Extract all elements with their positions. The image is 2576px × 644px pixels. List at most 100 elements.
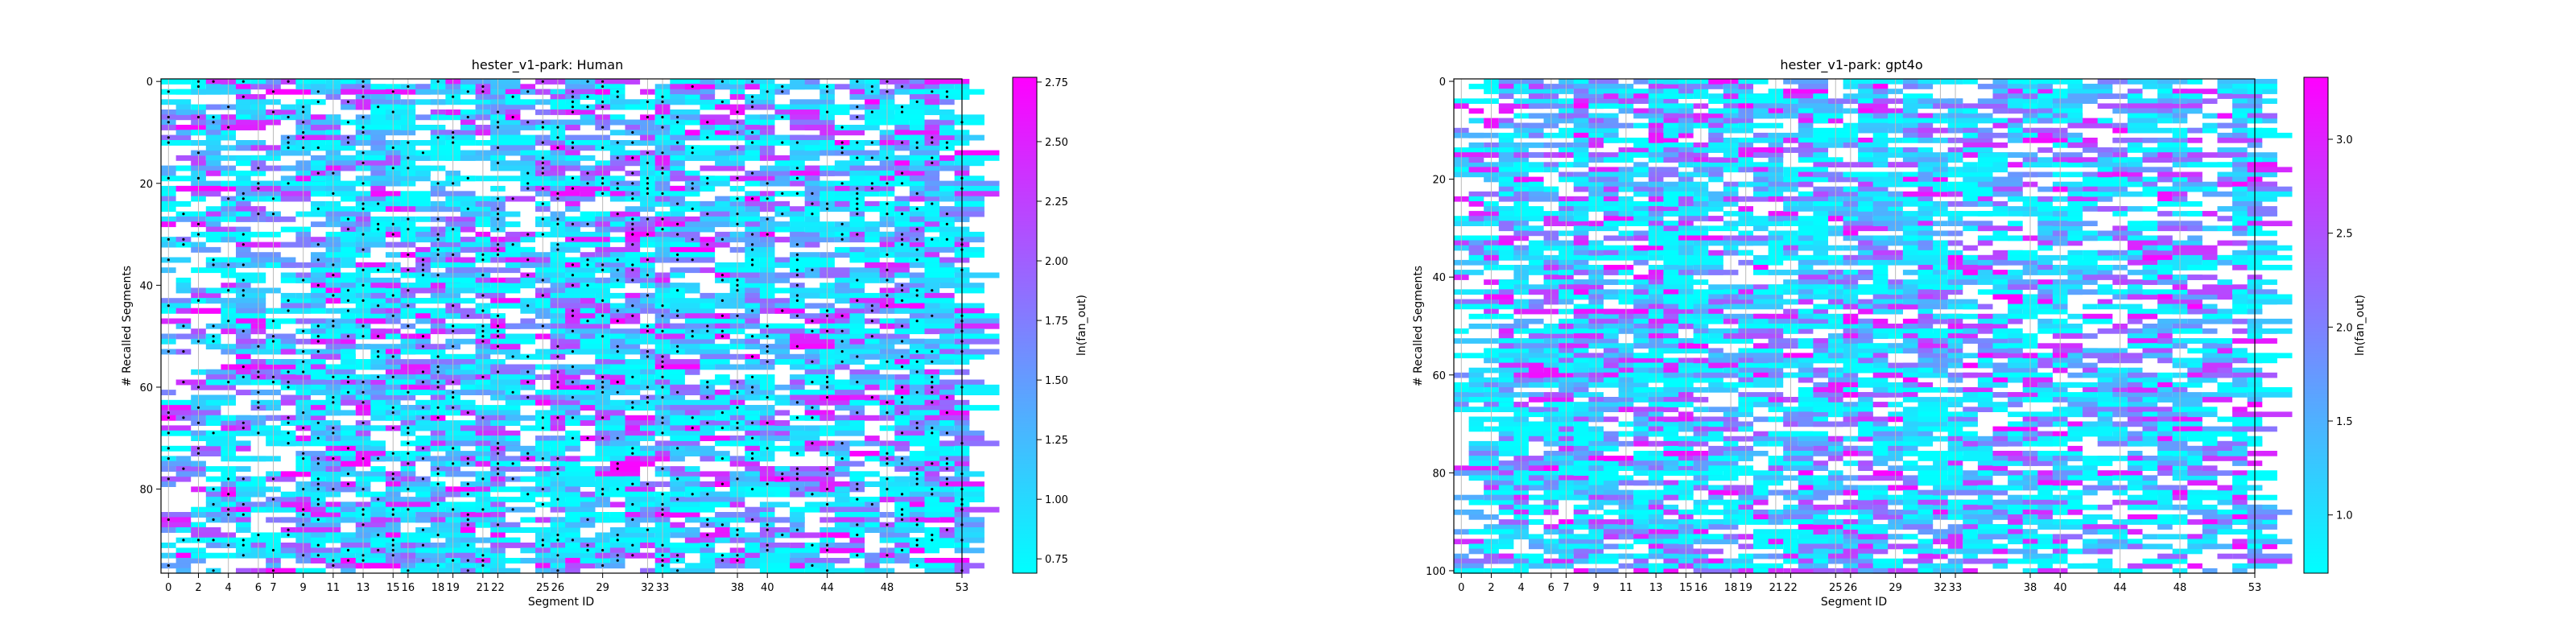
heatmap-cell [415,84,431,90]
fan-out-dot [661,115,664,119]
fan-out-dot [931,488,934,491]
heatmap-cell [790,237,835,243]
fan-out-dot [332,171,335,175]
heatmap-cell [370,84,386,90]
heatmap-cell [819,532,850,539]
fan-out-dot [646,151,650,155]
heatmap-cell [520,384,535,390]
fan-out-dot [556,192,559,195]
heatmap-cell [250,155,281,161]
fan-out-dot [391,406,394,409]
fan-out-dot [452,130,455,134]
heatmap-cell [341,242,356,248]
heatmap-cell [1498,211,1514,217]
heatmap-cell [909,313,925,320]
heatmap-cell [834,150,880,156]
fan-out-dot [316,543,320,547]
fan-out-dot [856,156,859,159]
heatmap-cell [954,537,985,543]
heatmap-cell [729,460,760,467]
fan-out-dot [736,390,739,394]
heatmap-cell [924,180,970,187]
fan-out-dot [661,171,664,175]
heatmap-cell [236,481,266,487]
fan-out-dot [766,360,769,363]
heatmap-cell [834,460,865,467]
heatmap-cell [1618,171,1649,178]
heatmap-cell [654,399,700,406]
heatmap-cell [834,543,865,548]
fan-out-dot [781,473,784,476]
heatmap-cell [1529,122,1559,129]
heatmap-cell [1648,489,1694,496]
fan-out-dot [691,207,694,210]
fan-out-dot [436,381,440,384]
fan-out-dot [421,274,425,277]
heatmap-cell [1633,416,1664,423]
heatmap-cell [236,226,251,233]
fan-out-dot [391,513,394,516]
heatmap-cell [550,460,580,467]
fan-out-dot [795,452,799,455]
heatmap-cell [370,506,386,513]
fan-out-dot [452,447,455,450]
heatmap-cell [1573,421,1589,427]
heatmap-cell [790,552,820,559]
fan-out-dot [870,320,873,323]
fan-out-dot [466,493,469,496]
heatmap-cell [1633,333,1649,339]
heatmap-cell [1604,436,1619,442]
fan-out-dot [616,436,619,440]
fan-out-dot [931,539,934,542]
heatmap-cell [924,125,940,130]
heatmap-cell [280,379,311,386]
heatmap-cell [355,318,401,324]
fan-out-dot [541,80,544,83]
heatmap-cell [535,558,566,564]
fan-out-dot [586,543,589,547]
fan-out-dot [182,467,185,470]
heatmap-cell [355,262,401,268]
heatmap-cell [759,502,791,508]
heatmap-cell [1454,510,1484,515]
fan-out-dot [601,100,605,104]
fan-out-dot [691,427,694,430]
heatmap-cell [1633,191,1649,197]
fan-out-dot [452,390,455,394]
fan-out-dot [526,121,530,124]
fan-out-dot [391,548,394,552]
fan-out-dot [781,533,784,537]
fan-out-dot [302,360,305,363]
fan-out-dot [496,324,500,328]
fan-out-dot [631,401,634,404]
fan-out-dot [631,156,634,159]
fan-out-dot [646,233,650,236]
fan-out-dot [167,121,170,124]
heatmap-cell [595,262,641,268]
heatmap-cell [1529,270,1559,275]
heatmap-cell [834,390,865,395]
fan-out-dot [811,493,814,496]
heatmap-cell [790,109,835,115]
heatmap-cell [954,497,985,502]
heatmap-cell [1573,186,1589,192]
heatmap-cell [505,237,521,243]
heatmap-cell [236,94,266,100]
heatmap-cell [924,262,940,268]
fan-out-dot [361,421,365,424]
heatmap-cell [894,476,910,482]
heatmap-cell [939,476,970,482]
fan-out-dot [571,105,575,109]
heatmap-cell [565,125,580,130]
fan-out-dot [795,283,799,287]
heatmap-cell [311,420,341,426]
heatmap-cell [939,456,970,462]
fan-out-dot [377,457,380,460]
heatmap-cell [475,497,506,502]
fan-out-dot [661,167,664,170]
fan-out-dot [706,396,709,399]
heatmap-cell [625,547,641,554]
heatmap-cell [311,359,326,365]
heatmap-cell [924,369,940,375]
fan-out-dot [407,442,410,445]
